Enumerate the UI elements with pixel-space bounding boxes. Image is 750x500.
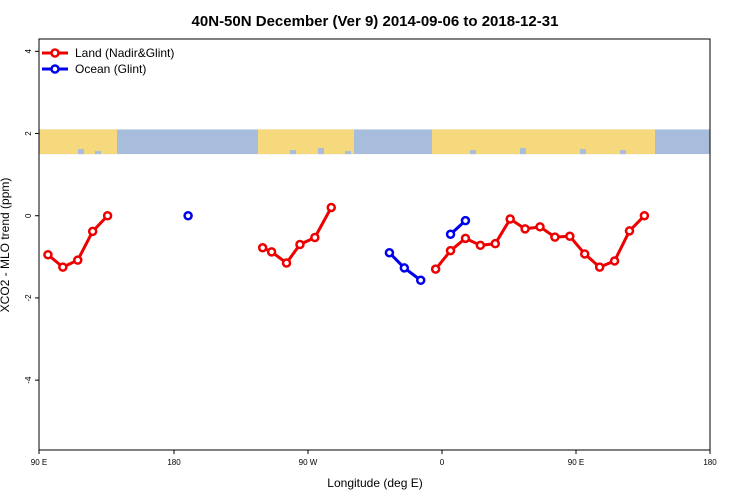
data-point (43, 250, 53, 260)
data-point (430, 264, 441, 274)
data-point (73, 255, 83, 265)
land-band (432, 129, 655, 155)
coast-notch (345, 151, 351, 155)
series-layer (43, 202, 650, 286)
coast-notch (520, 148, 526, 155)
x-tick-label: 180 (167, 458, 181, 467)
data-point (460, 215, 471, 226)
data-point (281, 258, 292, 268)
data-point (266, 247, 277, 257)
data-point (550, 232, 560, 242)
data-point (505, 214, 515, 224)
plot-frame (38, 38, 711, 451)
data-point (639, 210, 650, 221)
coast-notch (95, 151, 101, 155)
y-tick-label: 0 (24, 213, 33, 218)
x-tick-label: 90 W (299, 458, 318, 467)
y-tick-label: 2 (24, 131, 33, 136)
y-axis-label: XCO2 - MLO trend (ppm) (0, 178, 12, 313)
coast-notch (290, 150, 296, 155)
land-band (258, 129, 354, 155)
y-tick-label: -2 (24, 294, 33, 302)
x-tick-label: 0 (440, 458, 445, 467)
data-point (445, 229, 456, 239)
x-axis-label: Longitude (deg E) (327, 476, 422, 490)
data-point (102, 210, 113, 221)
chart-title: 40N-50N December (Ver 9) 2014-09-06 to 2… (192, 13, 559, 30)
data-point (310, 232, 320, 243)
coast-notch (318, 148, 324, 155)
data-point (520, 224, 530, 234)
data-point (579, 249, 590, 259)
data-point (594, 262, 605, 272)
series-land (43, 202, 650, 274)
legend-label: Ocean (Glint) (75, 62, 146, 76)
data-point (295, 239, 305, 250)
data-point (535, 222, 545, 232)
data-point (609, 256, 620, 266)
data-point (475, 240, 486, 251)
x-tick-label: 90 E (31, 458, 47, 467)
y-axis: -4 -2 0 2 4 (24, 49, 39, 384)
data-point (490, 238, 501, 249)
series-ocean (183, 210, 471, 286)
legend-label: Land (Nadir&Glint) (75, 46, 174, 60)
data-point (415, 275, 426, 286)
data-point (58, 262, 68, 272)
x-tick-label: 90 E (568, 458, 584, 467)
coast-notch (78, 149, 84, 155)
legend-swatch-marker (50, 64, 60, 74)
coast-notch (620, 150, 626, 155)
data-point (183, 210, 193, 221)
data-point (399, 263, 410, 273)
data-point (326, 202, 337, 213)
legend: Land (Nadir&Glint) Ocean (Glint) (42, 46, 174, 76)
data-point (257, 243, 268, 253)
map-strip (39, 129, 710, 155)
legend-swatch-marker (50, 48, 60, 58)
data-point (384, 247, 395, 258)
data-point (87, 226, 98, 237)
data-point (460, 233, 471, 244)
data-point (624, 226, 635, 236)
data-point (445, 245, 456, 256)
coast-notch (470, 150, 476, 155)
coast-notch (580, 149, 586, 155)
y-tick-label: 4 (24, 49, 33, 54)
x-tick-label: 180 (703, 458, 717, 467)
data-point (565, 231, 575, 242)
x-axis: 90 E 180 90 W 0 90 E 180 (31, 450, 717, 467)
y-tick-label: -4 (24, 376, 33, 384)
